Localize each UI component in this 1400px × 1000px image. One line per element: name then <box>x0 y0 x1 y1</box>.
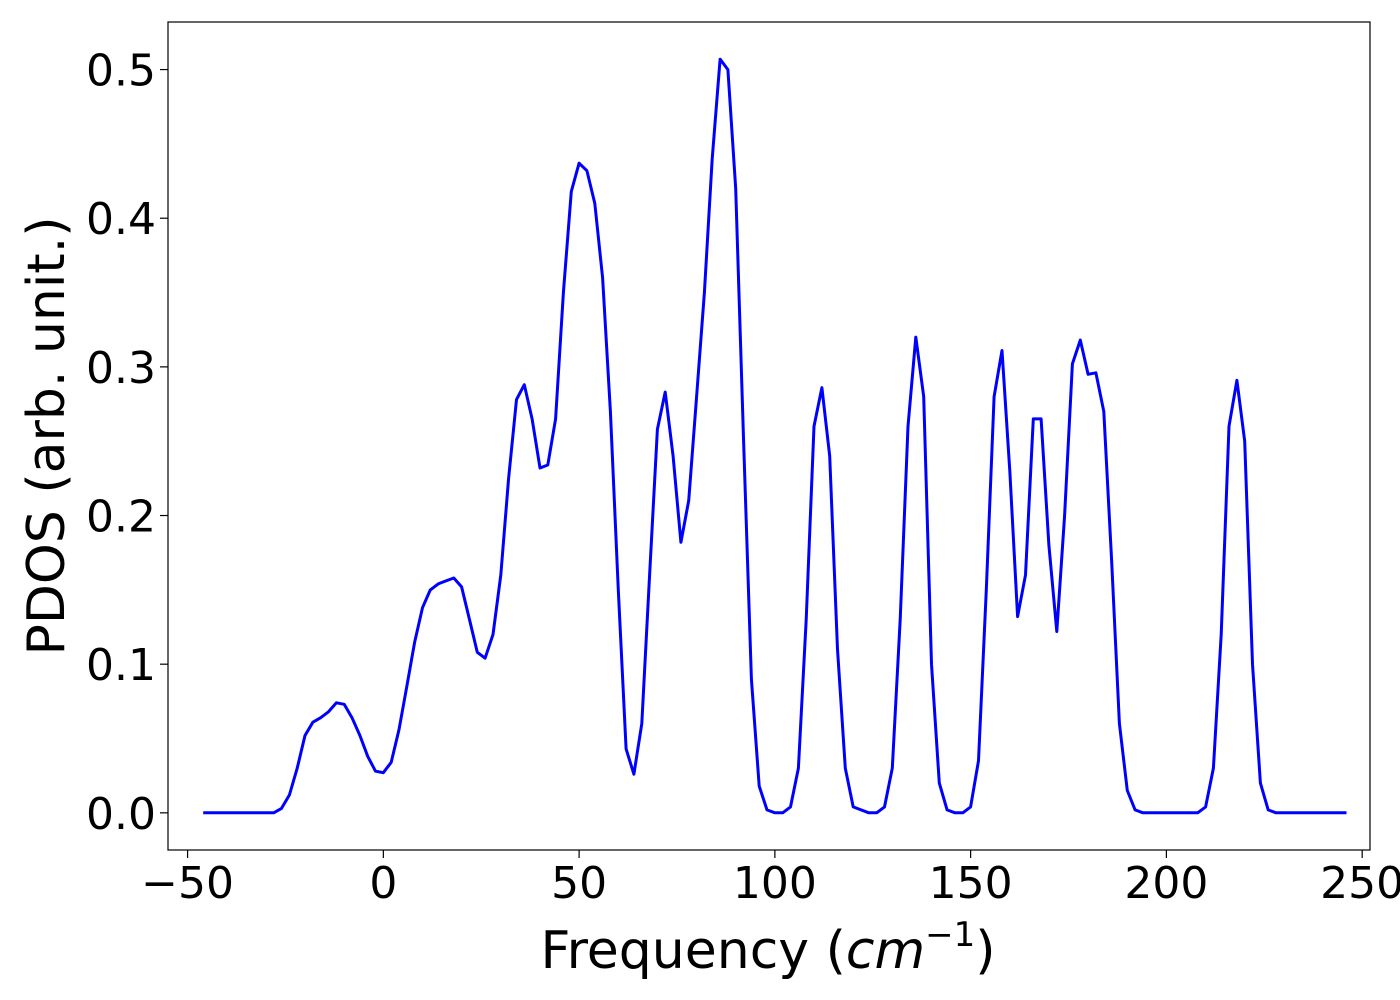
x-tick-label: 150 <box>929 858 1013 909</box>
y-tick-label: 0.3 <box>86 343 156 394</box>
x-tick-label: −50 <box>141 858 234 909</box>
y-axis-title: PDOS (arb. unit.) <box>17 216 77 655</box>
x-axis-ticks: −50 0 50 100 150 200 250 <box>141 850 1400 909</box>
y-tick-label: 0.2 <box>86 492 156 543</box>
x-tick-label: 0 <box>369 858 397 909</box>
x-tick-label: 100 <box>733 858 817 909</box>
x-tick-label: 200 <box>1124 858 1208 909</box>
y-tick-label: 0.1 <box>86 640 156 691</box>
y-tick-label: 0.5 <box>86 46 156 97</box>
plot-area <box>203 57 1347 815</box>
x-axis-title: Frequency (cm−1) <box>540 915 995 981</box>
x-tick-label: 50 <box>551 858 607 909</box>
x-axis-title-text: Frequency ( <box>540 921 845 981</box>
y-axis-ticks: 0.0 0.1 0.2 0.3 0.4 0.5 <box>86 46 168 840</box>
series-line-0 <box>203 57 1347 815</box>
x-axis-title-close: ) <box>975 921 995 981</box>
x-axis-title-superscript: −1 <box>925 915 975 955</box>
y-tick-label: 0.4 <box>86 194 156 245</box>
y-tick-label: 0.0 <box>86 789 156 840</box>
axes-frame <box>167 21 1371 851</box>
x-axis-title-math: cm <box>846 921 925 981</box>
x-tick-label: 250 <box>1320 858 1400 909</box>
